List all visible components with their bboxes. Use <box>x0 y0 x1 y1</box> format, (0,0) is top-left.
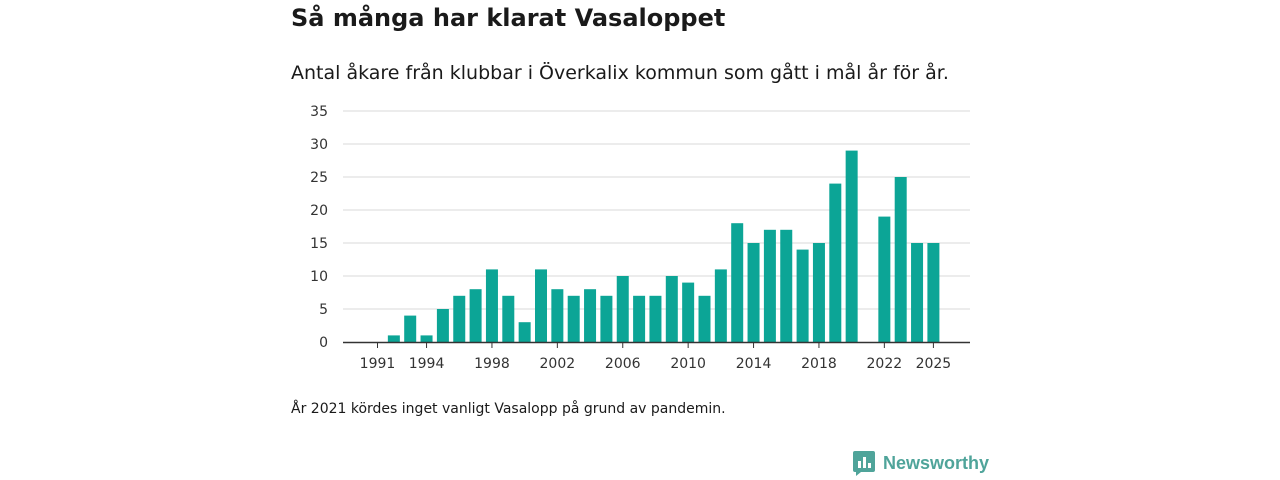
bar <box>633 295 646 342</box>
bar <box>535 269 547 342</box>
x-tick-label: 2002 <box>540 356 576 372</box>
bar <box>747 243 760 342</box>
bar <box>780 229 793 342</box>
bar <box>518 322 531 342</box>
bar <box>404 315 417 342</box>
bar <box>469 289 482 342</box>
bar <box>682 282 695 342</box>
chart-title: Så många har klarat Vasaloppet <box>291 4 726 32</box>
bar <box>551 289 564 342</box>
bar <box>894 177 907 342</box>
bar <box>763 229 776 342</box>
bar <box>584 289 597 342</box>
newsworthy-logo-icon <box>853 451 875 476</box>
x-tick-label: 1998 <box>474 356 510 372</box>
y-tick-label: 5 <box>319 302 328 318</box>
y-tick-label: 30 <box>310 137 328 153</box>
x-tick-label: 2014 <box>736 356 772 372</box>
bar <box>600 295 613 342</box>
x-tick-label: 2006 <box>605 356 641 372</box>
bar <box>714 269 727 342</box>
bar <box>731 223 744 342</box>
x-tick-label: 2025 <box>916 356 952 372</box>
y-tick-label: 10 <box>310 269 328 285</box>
bar <box>812 243 825 342</box>
bar <box>796 249 809 342</box>
y-tick-label: 25 <box>310 170 328 186</box>
y-tick-label: 0 <box>319 335 328 351</box>
bar <box>420 335 433 342</box>
bar <box>829 183 842 342</box>
x-tick-label: 2022 <box>867 356 903 372</box>
x-tick-label: 2018 <box>801 356 837 372</box>
chart-subtitle: Antal åkare från klubbar i Överkalix kom… <box>291 62 949 84</box>
bar <box>387 335 400 342</box>
y-tick-label: 15 <box>310 236 328 252</box>
bar <box>845 150 858 342</box>
y-tick-label: 20 <box>310 203 328 219</box>
x-tick-label: 1991 <box>360 356 396 372</box>
bar <box>911 243 924 342</box>
bar <box>698 295 711 342</box>
brand-name: Newsworthy <box>883 453 990 473</box>
bar <box>567 295 580 342</box>
newsworthy-logo[interactable]: Newsworthy <box>853 451 989 476</box>
bar <box>485 269 498 342</box>
chart-footnote: År 2021 kördes inget vanligt Vasalopp på… <box>291 401 726 417</box>
bar <box>616 276 629 342</box>
y-tick-label: 35 <box>310 104 328 120</box>
bar <box>927 243 940 342</box>
bar <box>649 295 662 342</box>
x-tick-label: 1994 <box>409 356 445 372</box>
bar <box>665 276 678 342</box>
x-tick-label: 2010 <box>670 356 706 372</box>
bar <box>436 309 449 342</box>
bar <box>453 295 466 342</box>
bar <box>502 295 515 342</box>
bar <box>878 216 891 342</box>
